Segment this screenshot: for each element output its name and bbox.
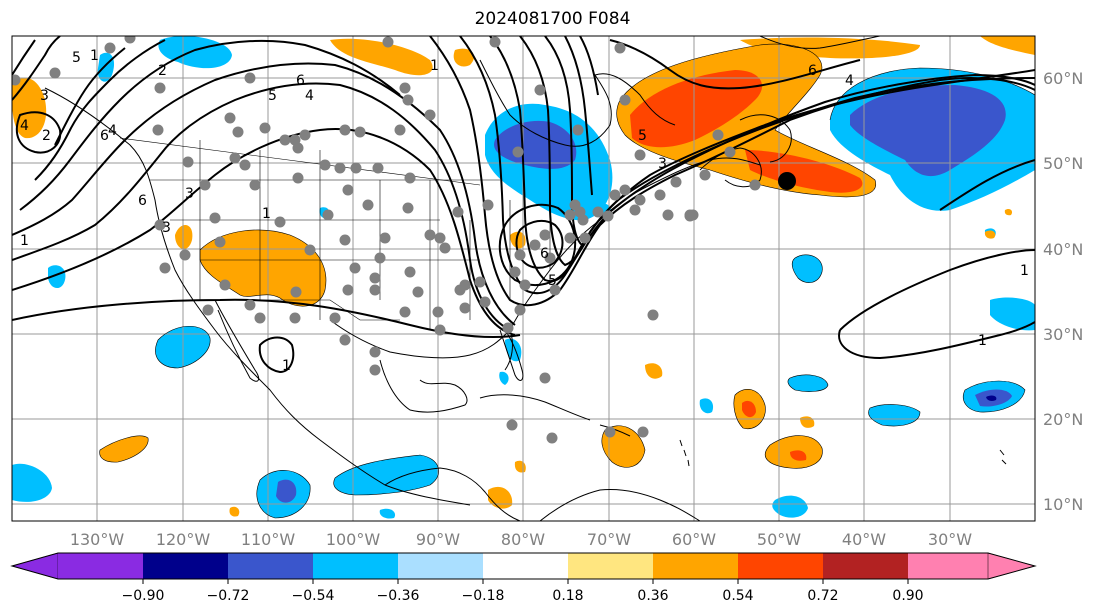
contour-labels: 1 2 3 4 5 6 1 2 3 5 6 1 4 5 6 6 1 1 3 5 … <box>20 48 1029 374</box>
lon-label: 100°W <box>326 530 381 549</box>
colorbar-segment <box>738 553 823 579</box>
contour-label: 5 <box>548 273 557 289</box>
contour-label: 5 <box>268 88 277 104</box>
colorbar-segment <box>228 553 313 579</box>
colorbar-tick: −0.90 <box>122 588 165 604</box>
lat-label: 60°N <box>1043 69 1083 88</box>
colorbar-segment <box>58 553 143 579</box>
contour-label: 1 <box>1020 263 1029 279</box>
colorbar-segment <box>653 553 738 579</box>
colorbar-tick: 0.36 <box>637 588 668 604</box>
contour-label: 1 <box>262 206 271 222</box>
height-contours <box>12 36 1035 374</box>
station-dots <box>12 36 761 444</box>
colorbar-tick: −0.72 <box>207 588 250 604</box>
colorbar: −0.90 −0.72 −0.54 −0.36 −0.18 0.18 0.36 … <box>10 552 1037 604</box>
colorbar-tick: −0.36 <box>377 588 420 604</box>
colorbar-tick: 0.72 <box>807 588 838 604</box>
contour-label: 5 <box>638 128 647 144</box>
colorbar-segment <box>398 553 483 579</box>
contour-label: 3 <box>162 220 171 236</box>
lat-label: 30°N <box>1043 325 1083 344</box>
contour-label: 3 <box>185 186 194 202</box>
lon-label: 30°W <box>928 530 972 549</box>
lat-label: 20°N <box>1043 410 1083 429</box>
lon-label: 130°W <box>70 530 125 549</box>
contour-label: 4 <box>845 73 854 89</box>
anomaly-outlines <box>99 43 1035 519</box>
colorbar-segment <box>11 552 59 580</box>
coastlines <box>44 36 1007 521</box>
colorbar-segment <box>823 553 908 579</box>
contour-label: 2 <box>158 63 167 79</box>
lon-label: 50°W <box>757 530 801 549</box>
contour-label: 5 <box>72 50 81 66</box>
contour-label: 1 <box>282 358 291 374</box>
contour-label: 1 <box>978 333 987 349</box>
colorbar-segment <box>987 552 1036 580</box>
contour-label: 6 <box>808 63 817 79</box>
contour-label: 1 <box>90 48 99 64</box>
map-frame <box>11 35 1036 522</box>
contour-label: 3 <box>658 156 667 172</box>
lat-label: 40°N <box>1043 240 1083 259</box>
contour-label: 4 <box>305 88 314 104</box>
map-title: 2024081700 F084 <box>474 9 631 29</box>
contour-label: 4 <box>20 118 29 134</box>
contour-label: 1 <box>20 233 29 249</box>
contour-label: 3 <box>40 88 49 104</box>
colorbar-tick: 0.54 <box>722 588 753 604</box>
lon-label: 40°W <box>842 530 886 549</box>
location-marker <box>778 172 796 190</box>
lon-label: 110°W <box>241 530 296 549</box>
colorbar-tick: 0.90 <box>892 588 923 604</box>
colorbar-segment <box>143 553 228 579</box>
lat-label: 10°N <box>1043 495 1083 514</box>
contour-label: 6 <box>296 73 305 89</box>
contour-label: 4 <box>108 123 117 139</box>
latitude-labels: 60°N 50°N 40°N 30°N 20°N 10°N <box>1043 69 1083 514</box>
colorbar-outline <box>10 552 1037 580</box>
colorbar-tick: 0.18 <box>552 588 583 604</box>
longitude-labels: 130°W 120°W 110°W 100°W 90°W 80°W 70°W 6… <box>70 530 972 549</box>
contour-label: 2 <box>42 128 51 144</box>
colorbar-tick: −0.18 <box>462 588 505 604</box>
lon-label: 70°W <box>587 530 631 549</box>
colorbar-segment <box>568 553 653 579</box>
lat-label: 50°N <box>1043 154 1083 173</box>
lon-label: 60°W <box>672 530 716 549</box>
contour-label: 6 <box>138 193 147 209</box>
lon-label: 80°W <box>501 530 545 549</box>
contour-label: 6 <box>100 128 109 144</box>
colorbar-segment <box>908 553 988 579</box>
lon-label: 120°W <box>156 530 211 549</box>
colorbar-segment <box>483 553 568 579</box>
colorbar-tick: −0.54 <box>292 588 335 604</box>
colorbar-segment <box>313 553 398 579</box>
lon-label: 90°W <box>416 530 460 549</box>
contour-label: 6 <box>540 246 549 262</box>
contour-label: 1 <box>430 58 439 74</box>
